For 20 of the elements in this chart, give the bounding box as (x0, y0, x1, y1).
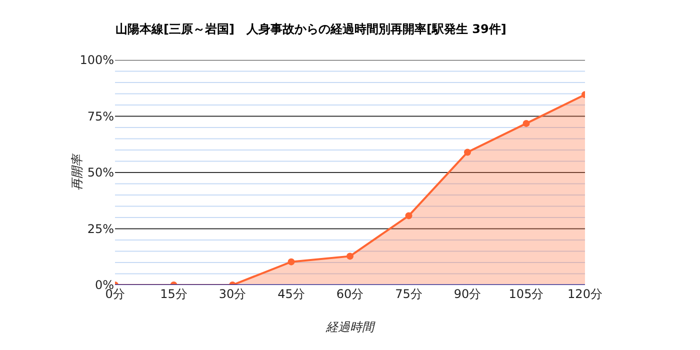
y-tick-label: 75% (87, 109, 114, 124)
y-tick-label: 25% (87, 222, 114, 236)
x-tick-label: 15分 (160, 287, 188, 301)
point (464, 148, 471, 156)
x-axis-title: 経過時間 (325, 320, 376, 334)
x-tick-label: 60分 (336, 287, 364, 301)
x-tick-label: 45分 (278, 287, 305, 301)
y-axis-title: 再開率 (70, 152, 84, 190)
y-tick-label: 100% (80, 53, 114, 68)
x-tick-label: 90分 (454, 287, 482, 301)
y-tick-label: 50% (87, 166, 114, 180)
chart-title: 山陽本線[三原～岩国] 人身事故からの経過時間別再開率[駅発生 39件] (116, 22, 506, 36)
point (346, 252, 354, 260)
x-tick-label: 105分 (508, 287, 544, 301)
point (405, 212, 412, 220)
x-tick-label: 120分 (568, 287, 602, 301)
point (288, 258, 295, 266)
point (522, 120, 530, 127)
x-tick-label: 75分 (395, 287, 422, 301)
x-tick-label: 30分 (218, 287, 246, 301)
